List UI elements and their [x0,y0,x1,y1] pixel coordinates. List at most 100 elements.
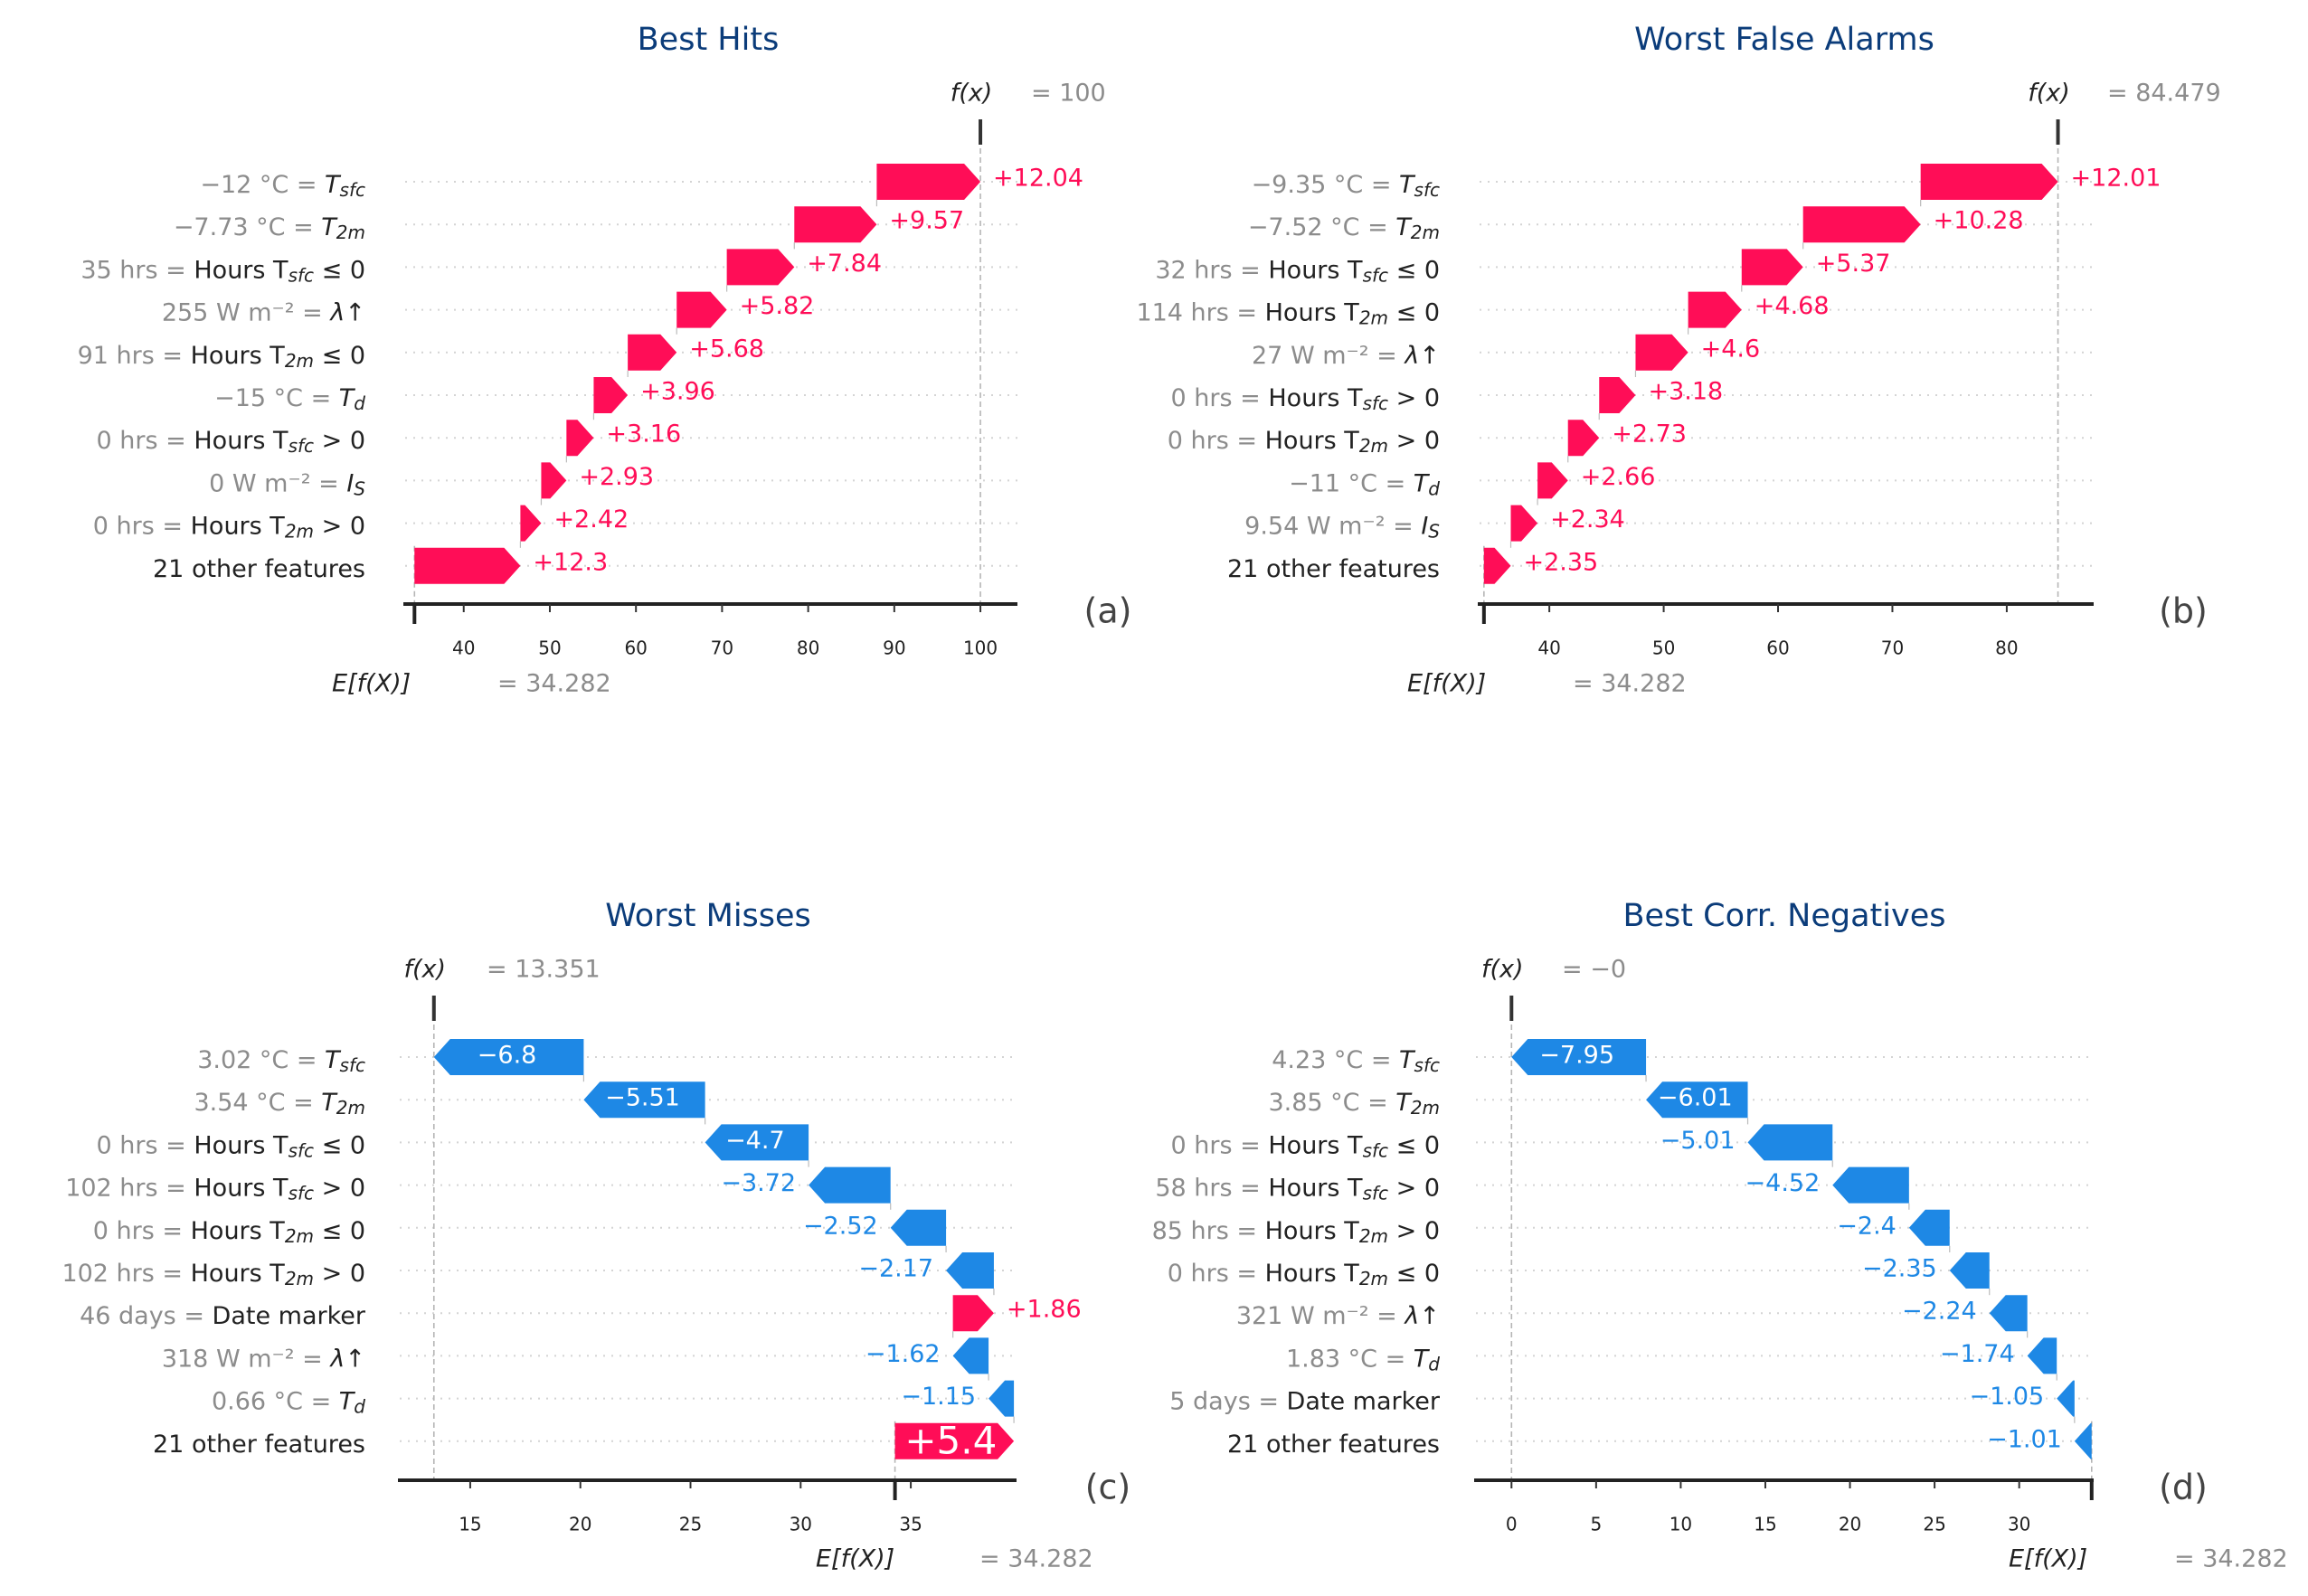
waterfall-bar [1802,206,1921,243]
bar-value-label: +2.73 [1612,420,1687,449]
bar-value-label: −1.62 [866,1340,941,1368]
feature-label: 0 hrs = Hours T2m > 0 [1168,427,1440,457]
x-tick-label: 25 [679,1514,702,1535]
fx-value: = 84.479 [2107,80,2221,108]
feature-label: 102 hrs = Hours T2m > 0 [61,1260,365,1289]
waterfall-bar [1989,1295,2028,1332]
bar-value-label: −2.35 [1862,1255,1937,1283]
bar-value-label: −2.52 [803,1212,878,1240]
panel-label: (d) [2159,1468,2208,1507]
waterfall-bar [1510,505,1538,542]
waterfall-bar [726,249,795,286]
feature-label: 0 hrs = Hours Tsfc > 0 [97,427,365,457]
waterfall-bar [1511,1039,1647,1075]
waterfall-bar [952,1337,989,1374]
feature-label: 0 W m⁻² = IS [209,469,365,499]
bar-value-label: +3.16 [606,420,681,449]
x-tick-label: 40 [452,637,475,659]
bar-value-label: −1.15 [901,1383,976,1411]
waterfall-bar [2057,1380,2075,1417]
x-tick-label: 20 [1839,1514,1861,1535]
expected-value-label: E[f(X)] [816,1545,894,1573]
feature-label: 27 W m⁻² = λ↑ [1252,341,1440,369]
feature-label: 5 days = Date marker [1169,1387,1441,1415]
waterfall-bar [794,206,877,243]
feature-label: 35 hrs = Hours Tsfc ≤ 0 [80,256,365,286]
bar-value-label: −2.4 [1837,1212,1897,1240]
feature-label: 58 hrs = Hours Tsfc > 0 [1155,1174,1440,1204]
waterfall-bar [1646,1081,1748,1119]
feature-label: 21 other features [1227,1430,1440,1458]
bar-value-label: −5.01 [1660,1127,1736,1155]
waterfall-bar [1920,164,2058,200]
panel-1: Best Hits f(x) = 100 +12.04 −12 °C = Tsfc +9… [78,22,1132,698]
x-tick-label: 0 [1506,1514,1518,1535]
feature-label: −7.73 °C = T2m [174,213,365,243]
expected-value: = 34.282 [497,670,611,698]
feature-label: 0 hrs = Hours Tsfc ≤ 0 [1171,1131,1440,1161]
fx-value: = 13.351 [487,956,601,984]
feature-label: 21 other features [153,1430,365,1458]
x-tick-label: 40 [1537,637,1560,659]
feature-label: 46 days = Date marker [80,1302,366,1330]
x-tick-label: 70 [711,637,733,659]
panel-label: (a) [1084,591,1132,631]
feature-label: 114 hrs = Hours T2m ≤ 0 [1136,298,1440,328]
feature-label: 255 W m⁻² = λ↑ [162,298,365,326]
bar-value-label: +2.66 [1581,463,1656,491]
panel-2: Worst False Alarms f(x) = 84.479 +12.01 −9.3… [1136,22,2220,698]
waterfall-bar [676,291,727,328]
bar-value-label: −2.17 [858,1255,933,1283]
waterfall-bar [1688,291,1742,328]
feature-label: −11 °C = Td [1289,469,1440,499]
fx-value: = −0 [1562,956,1626,984]
x-tick-label: 15 [459,1514,481,1535]
x-tick-label: 10 [1670,1514,1692,1535]
bar-value-label: +2.35 [1524,548,1599,576]
x-tick-label: 50 [1652,637,1675,659]
bar-value-label: +2.93 [579,463,654,491]
feature-label: 21 other features [1227,554,1440,582]
panel-4: Best Corr. Negatives f(x) = −0 −7.95 4.23 °C… [1152,898,2288,1573]
feature-label: −7.52 °C = T2m [1248,213,1440,243]
bar-value-label: −4.7 [725,1127,785,1155]
feature-label: 1.83 °C = Td [1286,1345,1440,1374]
expected-value: = 34.282 [979,1545,1093,1573]
bar-value-label: +5.82 [740,292,815,320]
bar-value-label: +3.18 [1648,378,1723,406]
x-tick-label: 60 [1766,637,1789,659]
waterfall-bar [946,1252,994,1289]
fx-label: f(x) [403,956,446,984]
x-tick-label: 60 [624,637,647,659]
panel-label: (c) [1085,1468,1131,1507]
bar-value-label: −4.52 [1745,1169,1821,1197]
x-tick-label: 30 [2008,1514,2030,1535]
waterfall-bar [952,1295,994,1332]
x-tick-label: 20 [569,1514,591,1535]
feature-label: 4.23 °C = Tsfc [1272,1046,1440,1076]
bar-value-label: +5.68 [689,335,764,363]
x-tick-label: 5 [1590,1514,1602,1535]
expected-value-label: E[f(X)] [332,670,411,698]
x-tick-label: 15 [1754,1514,1776,1535]
waterfall-bar [433,1039,584,1075]
bar-value-label: +4.68 [1755,292,1830,320]
feature-label: 0 hrs = Hours T2m ≤ 0 [93,1216,365,1246]
bar-value-label: +12.01 [2071,165,2161,193]
bar-value-label: +2.34 [1550,505,1625,534]
expected-value: = 34.282 [2174,1545,2288,1573]
waterfall-bar [583,1081,705,1119]
feature-label: 0 hrs = Hours T2m > 0 [93,512,365,542]
waterfall-bar [520,505,542,542]
waterfall-bar [566,420,594,457]
bar-value-label: +7.84 [807,250,882,278]
feature-label: 21 other features [153,554,365,582]
x-tick-label: 80 [797,637,819,659]
bar-value-label: +5.4 [904,1418,997,1462]
feature-label: 3.85 °C = T2m [1268,1089,1440,1119]
bar-value-label: +1.86 [1007,1296,1082,1324]
fx-label: f(x) [951,80,993,108]
feature-label: −9.35 °C = Tsfc [1252,171,1440,201]
bar-value-label: +4.6 [1701,335,1761,363]
